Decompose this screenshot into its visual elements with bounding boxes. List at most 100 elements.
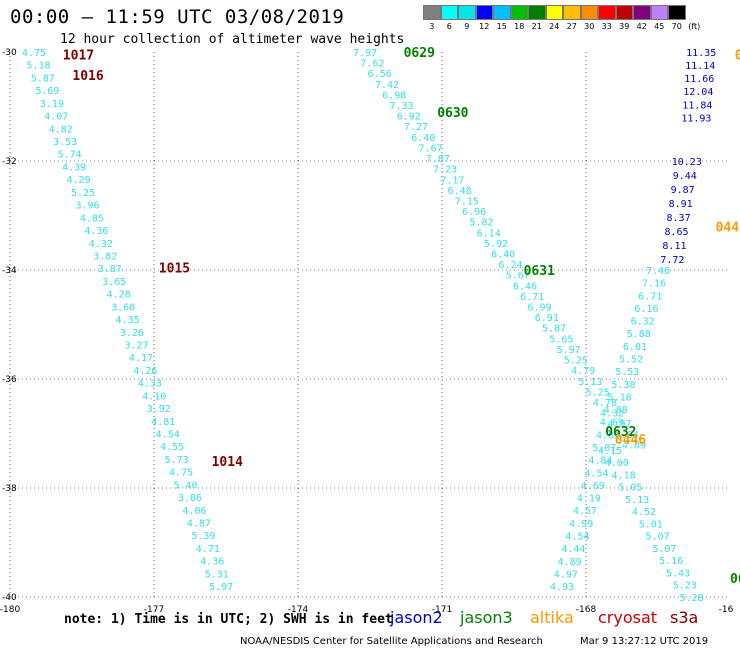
wave-height-value: 5.13 — [625, 495, 649, 506]
scale-label: 42 — [636, 22, 647, 31]
x-tick-label: -16 — [719, 605, 734, 615]
scale-label: 45 — [654, 22, 665, 31]
scale-swatch — [493, 5, 511, 20]
map-title: 00:00 – 11:59 UTC 03/08/2019 — [10, 6, 345, 28]
y-tick-label: -36 — [2, 375, 17, 385]
wave-height-value: 4.39 — [62, 162, 86, 173]
scale-cell: 39 — [615, 5, 633, 31]
x-tick-label: -180 — [0, 605, 20, 615]
pass-id-label: 0633 — [730, 572, 740, 587]
wave-height-value: 12.04 — [683, 87, 713, 98]
wave-height-value: 3.86 — [178, 493, 202, 504]
wave-height-value: 5.18 — [608, 392, 632, 403]
wave-height-value: 6.40 — [411, 133, 435, 144]
scale-cell: 24 — [545, 5, 563, 31]
pass-id-label: 0632 — [605, 425, 636, 440]
y-tick-label: -34 — [2, 266, 17, 276]
scale-cell: 9 — [458, 5, 476, 31]
wave-height-value: 4.97 — [607, 419, 631, 430]
wave-height-value: 4.35 — [116, 315, 140, 326]
scale-cell: 45 — [650, 5, 668, 31]
pass-id-label: 0629 — [404, 46, 435, 61]
scale-cell: 33 — [598, 5, 616, 31]
wave-height-value: 4.71 — [196, 544, 220, 555]
wave-height-value: 5.53 — [615, 367, 639, 378]
x-tick-label: -177 — [144, 605, 164, 615]
x-tick-label: -174 — [288, 605, 309, 615]
legend-s3a: s3a — [670, 608, 699, 627]
wave-height-value: 5.38 — [611, 380, 635, 391]
wave-height-value: 4.99 — [569, 519, 593, 530]
wave-height-value: 5.31 — [205, 569, 229, 580]
wave-height-value: 4.89 — [558, 557, 582, 568]
wave-height-value: 5.25 — [71, 188, 95, 199]
wave-height-value: 7.27 — [404, 122, 428, 133]
wave-height-value: 4.84 — [588, 456, 612, 467]
pass-id-label: 0444 — [735, 49, 740, 64]
scale-label: 3 — [429, 22, 435, 31]
wave-height-value: 7.46 — [646, 266, 670, 277]
scale-label: 6 — [446, 22, 452, 31]
scale-swatch — [633, 5, 651, 20]
wave-height-value: 4.81 — [596, 430, 620, 441]
wave-height-value: 6.46 — [513, 281, 537, 292]
wave-height-value: 5.01 — [639, 519, 663, 530]
wave-height-value: 5.74 — [58, 150, 82, 161]
wave-height-value: 5.82 — [469, 218, 493, 229]
scale-swatch — [475, 5, 493, 20]
wave-height-value: 7.17 — [440, 175, 464, 186]
map-subtitle: 12 hour collection of altimeter wave hei… — [60, 32, 405, 47]
wave-height-value: 6.48 — [448, 186, 472, 197]
scale-swatch — [598, 5, 616, 20]
wave-height-value: 4.54 — [585, 468, 609, 479]
wave-height-value: 7.16 — [642, 279, 666, 290]
wave-height-value: 7.72 — [660, 255, 684, 266]
scale-label: 24 — [549, 22, 560, 31]
scale-cell: 15 — [493, 5, 511, 31]
wave-height-value: 4.36 — [84, 226, 108, 237]
wave-height-value: 7.42 — [375, 80, 399, 91]
wave-height-value: 4.07 — [44, 112, 68, 123]
wave-height-value: 8.11 — [662, 241, 686, 252]
scale-cell: 27 — [563, 5, 581, 31]
wave-height-value: 8.37 — [667, 213, 691, 224]
wave-height-value: 6.99 — [528, 303, 552, 314]
wave-height-value: 4.78 — [593, 398, 617, 409]
pass-id-label: 1016 — [72, 69, 103, 84]
legend-jason3: jason3 — [460, 608, 513, 627]
wave-height-value: 10.23 — [672, 157, 702, 168]
pass-id-label: 0630 — [437, 106, 468, 121]
wave-height-value: 5.87 — [542, 324, 566, 335]
wave-height-value: 11.35 — [686, 48, 716, 59]
wave-height-value: 4.75 — [169, 468, 193, 479]
scale-label: 70 — [671, 22, 682, 31]
scale-label: 18 — [514, 22, 525, 31]
wave-height-value: 6.01 — [623, 342, 647, 353]
wave-height-value: 4.28 — [107, 290, 131, 301]
wave-height-value: 8.65 — [664, 227, 688, 238]
wave-height-value: 5.87 — [31, 73, 55, 84]
scale-swatch — [545, 5, 563, 20]
footer-credit: NOAA/NESDIS Center for Satellite Applica… — [240, 636, 543, 647]
wave-height-value: 4.81 — [151, 417, 175, 428]
wave-height-value: 8.91 — [669, 199, 693, 210]
wave-height-value: 7.87 — [426, 154, 450, 165]
pass-id-label: 0445 — [716, 220, 740, 235]
scale-label: 30 — [584, 22, 595, 31]
footer-timestamp: Mar 9 13:27:12 UTC 2019 — [580, 636, 709, 647]
wave-height-value: 11.93 — [681, 113, 711, 124]
scale-swatch — [563, 5, 581, 20]
scale-label: 12 — [479, 22, 490, 31]
wave-height-value: 6.24 — [498, 260, 522, 271]
wave-height-value: 4.17 — [129, 353, 153, 364]
wave-height-value: 4.09 — [622, 440, 646, 451]
wave-height-value: 3.92 — [147, 404, 171, 415]
wave-height-value: 4.29 — [67, 175, 91, 186]
wave-height-value: 5.07 — [652, 544, 676, 555]
wave-height-value: 4.44 — [561, 544, 585, 555]
wave-height-value: 4.55 — [160, 442, 184, 453]
wave-height-value: 4.85 — [80, 213, 104, 224]
wave-height-value: 4.36 — [200, 557, 224, 568]
wave-height-value: 7.33 — [389, 101, 413, 112]
wave-height-value: 5.97 — [557, 345, 581, 356]
